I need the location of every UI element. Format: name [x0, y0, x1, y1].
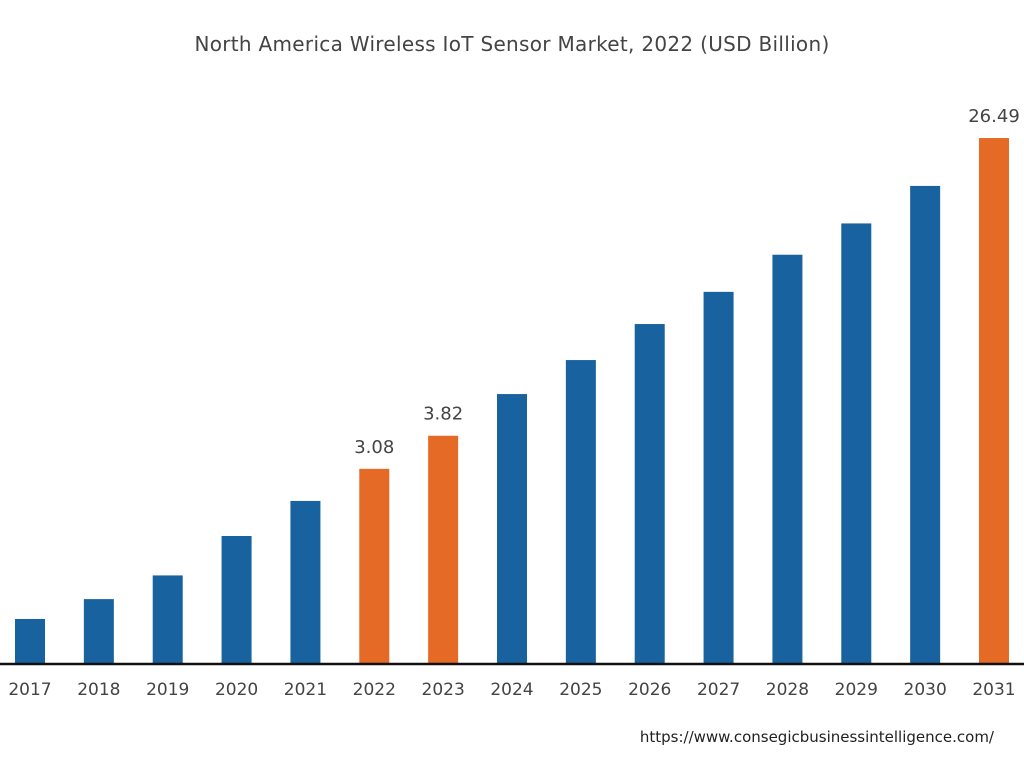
x-tick-label: 2021 — [284, 680, 327, 700]
x-tick-label: 2028 — [766, 680, 809, 700]
x-tick-label: 2026 — [628, 680, 671, 700]
x-tick-label: 2027 — [697, 680, 740, 700]
bar-2030 — [910, 185, 941, 663]
data-label-2023: 3.82 — [423, 404, 463, 425]
x-tick-label: 2031 — [972, 680, 1015, 700]
x-tick-label: 2029 — [835, 680, 878, 700]
bar-2023 — [428, 435, 459, 663]
x-tick-label: 2020 — [215, 680, 258, 700]
data-label-2031: 26.49 — [968, 106, 1020, 127]
data-label-2022: 3.08 — [354, 437, 394, 458]
bar-2022 — [359, 468, 390, 663]
bar-2020 — [221, 536, 252, 663]
x-tick-label: 2023 — [422, 680, 465, 700]
bar-2017 — [15, 618, 45, 663]
x-tick-label: 2019 — [146, 680, 189, 700]
x-tick-label: 2017 — [8, 680, 51, 700]
source-link[interactable]: https://www.consegicbusinessintelligence… — [639, 728, 994, 746]
bar-2028 — [772, 254, 803, 663]
bar-2031 — [979, 138, 1009, 663]
bar-2024 — [497, 394, 527, 663]
bar-2025 — [565, 360, 596, 663]
x-tick-label: 2030 — [904, 680, 947, 700]
x-tick-label: 2024 — [490, 680, 533, 700]
x-tick-label: 2025 — [559, 680, 602, 700]
x-tick-label: 2018 — [77, 680, 120, 700]
bar-2026 — [634, 324, 665, 663]
bar-2027 — [703, 291, 734, 663]
bar-2018 — [83, 599, 114, 663]
x-tick-label: 2022 — [353, 680, 396, 700]
bar-2029 — [841, 223, 872, 663]
chart-title: North America Wireless IoT Sensor Market… — [194, 32, 830, 56]
bar-2021 — [290, 500, 321, 663]
bar-2019 — [152, 575, 183, 663]
